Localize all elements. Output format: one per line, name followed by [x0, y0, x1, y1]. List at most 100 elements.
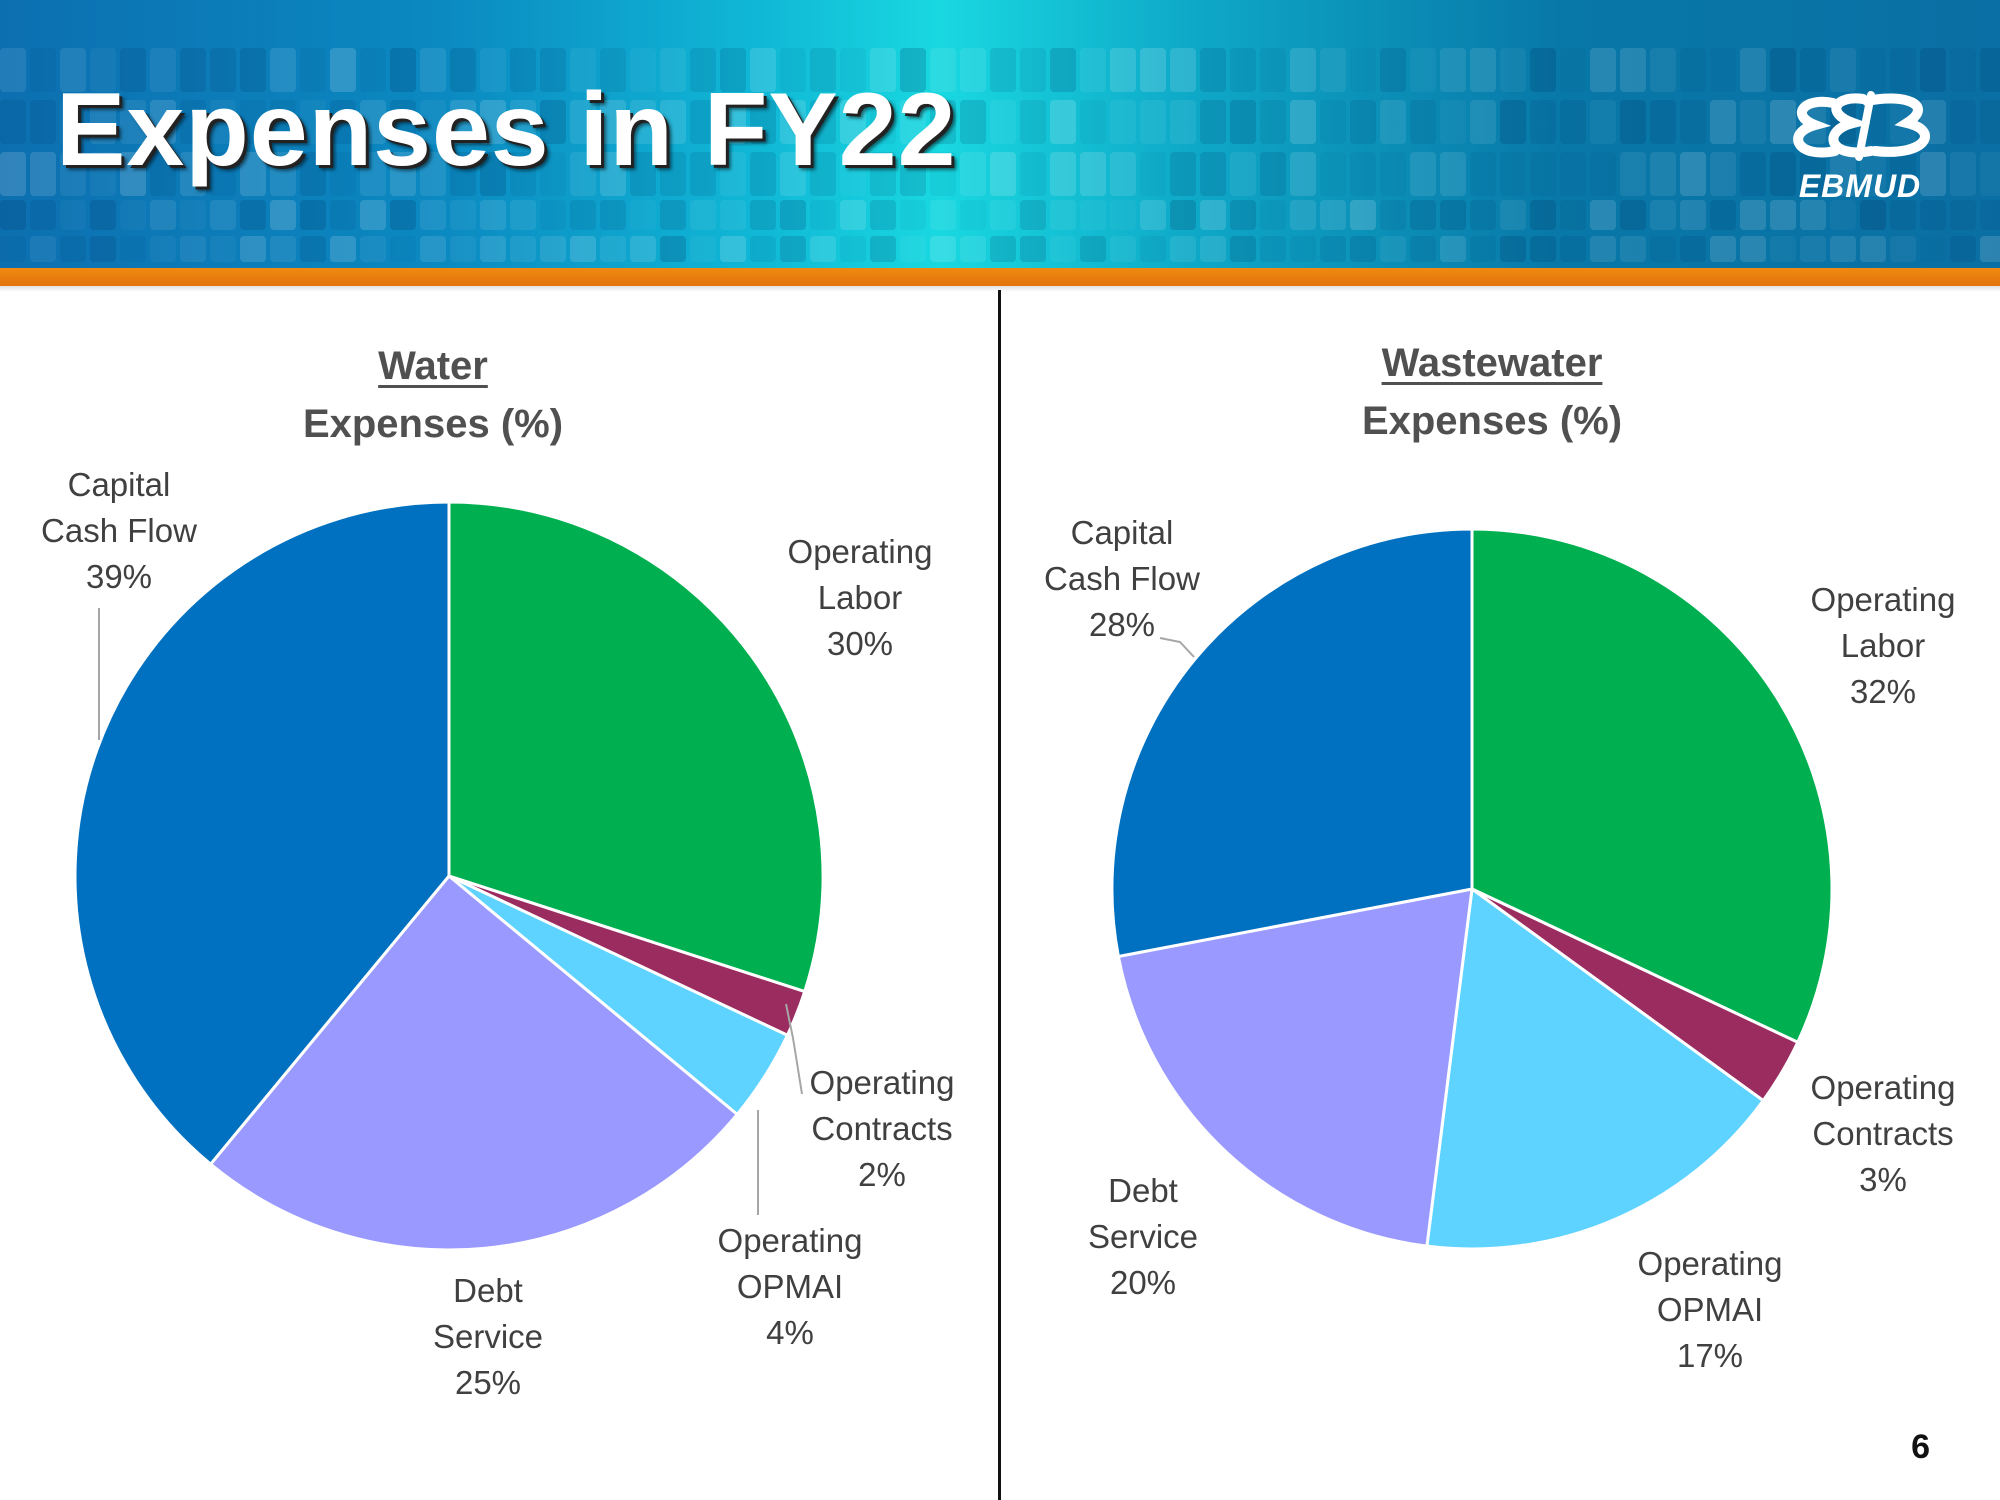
banner-tile	[600, 236, 626, 262]
banner-tile	[750, 200, 776, 230]
banner-tile	[0, 48, 26, 92]
banner-tile	[570, 236, 596, 262]
banner-tile	[1380, 48, 1406, 92]
banner-tile	[810, 152, 836, 196]
banner-tile	[1380, 236, 1406, 262]
data-label-value: 32%	[1850, 673, 1916, 710]
banner-tile	[180, 152, 206, 196]
banner-tile	[90, 200, 116, 230]
banner-tile	[1440, 200, 1466, 230]
banner-tile	[1200, 236, 1226, 262]
banner-tile	[1080, 152, 1106, 196]
pie-slice-capital-cash-flow	[1110, 527, 1474, 958]
banner-tile	[1770, 100, 1796, 144]
banner-tile	[660, 152, 686, 196]
banner-tile	[1620, 152, 1646, 196]
banner-tile	[810, 236, 836, 262]
water-chart-title: Water	[378, 344, 488, 388]
banner-tile	[1050, 48, 1076, 92]
banner-tile	[600, 152, 626, 196]
banner-tile	[1830, 236, 1856, 262]
banner-tile	[360, 236, 386, 262]
banner-tile	[210, 100, 236, 144]
banner-tile	[1890, 200, 1916, 230]
banner-tile	[1980, 236, 2000, 262]
banner-tile	[450, 100, 476, 144]
banner-tile	[1470, 152, 1496, 196]
banner-tile	[1980, 200, 2000, 230]
banner-tile	[30, 48, 56, 92]
banner-tile	[1020, 152, 1046, 196]
banner-tile	[330, 200, 356, 230]
data-label-capital-cash-flow: Capital Cash Flow 28%	[1044, 514, 1200, 643]
banner-tile	[900, 152, 926, 196]
logo-text: EBMUD	[1798, 168, 1922, 204]
banner-tile	[900, 200, 926, 230]
banner-tile	[1800, 48, 1826, 92]
banner-tile	[120, 48, 146, 92]
banner-tile	[1740, 236, 1766, 262]
banner-tile	[1950, 100, 1976, 144]
banner-tile	[1200, 200, 1226, 230]
banner-tile	[1230, 48, 1256, 92]
banner-tile	[870, 48, 896, 92]
banner-tile	[1140, 236, 1166, 262]
data-label-category: Service	[433, 1318, 543, 1355]
banner-tile	[630, 100, 656, 144]
banner-tile	[840, 236, 866, 262]
banner-tile	[1260, 48, 1286, 92]
banner-tile	[1470, 100, 1496, 144]
banner-tile	[780, 48, 806, 92]
banner-tile	[1710, 100, 1736, 144]
banner-tile	[1980, 152, 2000, 196]
banner-tile	[60, 48, 86, 92]
banner-tile	[1350, 236, 1376, 262]
banner-tile	[1320, 200, 1346, 230]
banner-tile	[60, 236, 86, 262]
banner-tile	[150, 152, 176, 196]
banner-tile	[1380, 200, 1406, 230]
wastewater-chart-title-block: Wastewater Expenses (%)	[1192, 334, 1792, 450]
banner-tile	[270, 200, 296, 230]
banner-tile	[1680, 152, 1706, 196]
banner-tile	[1590, 200, 1616, 230]
banner-tile	[540, 100, 566, 144]
banner-tile	[420, 48, 446, 92]
banner-tile	[840, 200, 866, 230]
banner-tile	[0, 236, 26, 262]
banner-tile	[90, 152, 116, 196]
banner-tile	[390, 48, 416, 92]
banner-tile	[1050, 152, 1076, 196]
banner-tile	[0, 100, 26, 144]
banner-tile	[1530, 48, 1556, 92]
banner-tile	[1320, 100, 1346, 144]
banner-tile	[240, 236, 266, 262]
banner-tile	[0, 200, 26, 230]
banner-tile-pattern	[0, 48, 2000, 262]
banner-tile	[420, 200, 446, 230]
banner-tile	[1050, 200, 1076, 230]
banner-tile	[420, 152, 446, 196]
banner-tile	[1230, 152, 1256, 196]
banner-tile	[810, 200, 836, 230]
banner-tile	[1680, 200, 1706, 230]
data-label-operating-contracts: Operating Contracts 3%	[1811, 1069, 1956, 1198]
banner-tile	[1140, 152, 1166, 196]
banner-tile	[720, 152, 746, 196]
banner-tile	[1800, 152, 1826, 196]
banner-tile	[720, 236, 746, 262]
banner-tile	[210, 48, 236, 92]
banner-tile	[1110, 100, 1136, 144]
banner-tile	[960, 236, 986, 262]
banner-tile	[720, 200, 746, 230]
banner-tile	[750, 152, 776, 196]
banner-tile	[1320, 152, 1346, 196]
banner-tile	[930, 200, 956, 230]
banner-tile	[1650, 100, 1676, 144]
banner-tile	[1140, 100, 1166, 144]
banner-tile	[1350, 152, 1376, 196]
banner-tile	[870, 200, 896, 230]
banner-tile	[60, 152, 86, 196]
banner-tile	[960, 100, 986, 144]
banner-tile	[510, 152, 536, 196]
